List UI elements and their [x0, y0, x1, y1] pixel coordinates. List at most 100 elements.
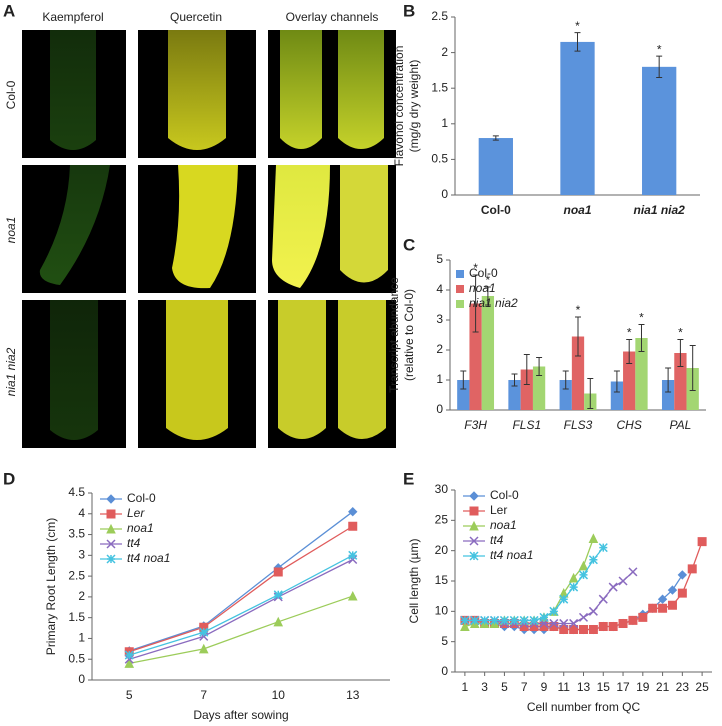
root: [278, 300, 326, 439]
panel-letter: B: [403, 1, 415, 20]
x-tick-label: 13: [346, 688, 360, 702]
marker: [658, 603, 668, 613]
significance: *: [639, 311, 644, 325]
x-tick-label: 13: [577, 680, 591, 694]
error-bar: [511, 373, 518, 387]
marker: [628, 615, 638, 625]
legend-swatch: [456, 285, 464, 293]
bar: [481, 296, 495, 410]
root: [340, 165, 388, 283]
y-tick-label: 4.5: [68, 485, 85, 499]
error-bar: [523, 354, 530, 385]
y-tick-label: 1.5: [431, 80, 448, 94]
y-tick-label: 0: [78, 672, 85, 686]
marker: [529, 615, 539, 625]
significance: *: [678, 326, 683, 340]
panel-letter: E: [403, 469, 414, 488]
marker: [273, 590, 283, 600]
line: [464, 547, 604, 622]
x-tick-label: 21: [656, 680, 670, 694]
bar: [623, 351, 636, 410]
x-tick-label: 25: [695, 680, 709, 694]
y-tick-label: 3: [436, 312, 443, 326]
legend-label: noa1: [490, 518, 517, 532]
bar: [559, 380, 572, 410]
bar: [520, 369, 533, 410]
x-tick-label: F3H: [464, 418, 487, 432]
marker: [499, 615, 509, 625]
marker: [509, 615, 519, 625]
y-tick-label: 10: [435, 604, 449, 618]
bar: [478, 138, 513, 195]
x-tick-label: PAL: [670, 418, 692, 432]
x-tick-label: 3: [481, 680, 488, 694]
bar: [560, 41, 595, 195]
panel-letter: C: [403, 235, 415, 254]
error-bar: [562, 370, 569, 390]
legend-label: Col-0: [127, 491, 156, 505]
bar: [674, 353, 687, 410]
x-tick-label: 7: [521, 680, 528, 694]
legend-label: tt4: [127, 536, 141, 550]
marker: [347, 590, 358, 601]
legend-marker: [106, 539, 116, 549]
legend-label: Ler: [490, 503, 507, 517]
y-tick-label: 2: [436, 342, 443, 356]
panel-letter: A: [3, 1, 15, 20]
marker: [648, 603, 658, 613]
marker: [569, 582, 579, 592]
marker: [638, 612, 648, 622]
x-axis-label: Days after sowing: [193, 708, 288, 722]
y-axis-label: Flavonol concentration: [392, 46, 406, 167]
marker: [559, 594, 569, 604]
marker: [124, 658, 135, 668]
bar: [508, 380, 521, 410]
x-tick-label: 1: [462, 680, 469, 694]
root: [50, 300, 98, 440]
x-tick-label: 10: [272, 688, 286, 702]
significance: *: [657, 42, 662, 56]
bar: [610, 381, 624, 410]
x-tick-label: 19: [636, 680, 650, 694]
legend-marker: [106, 523, 116, 534]
y-tick-label: 2.5: [68, 568, 85, 582]
marker: [598, 543, 608, 553]
column-header: Overlay channels: [286, 10, 379, 24]
y-tick-label: 3.5: [68, 527, 85, 541]
y-tick-label: 3: [78, 548, 85, 562]
legend-label: noa1: [469, 281, 496, 295]
marker: [608, 622, 618, 631]
micrograph-row: [22, 165, 396, 293]
x-tick-label: 15: [597, 680, 611, 694]
error-bar: [613, 370, 620, 393]
marker: [490, 615, 500, 625]
y-tick-label: 2: [78, 589, 85, 603]
line: [464, 571, 634, 625]
legend-swatch: [456, 270, 464, 278]
y-tick-label: 5: [436, 252, 443, 266]
marker: [618, 576, 628, 586]
marker: [549, 618, 559, 628]
y-tick-label: 1: [436, 372, 443, 386]
marker: [273, 567, 283, 577]
marker: [559, 618, 569, 628]
y-tick-label: 0.5: [431, 152, 448, 166]
marker: [697, 537, 707, 547]
x-tick-label: nia1 nia2: [633, 203, 685, 217]
marker: [568, 572, 579, 583]
y-tick-label: 5: [441, 634, 448, 648]
y-tick-label: 4: [78, 506, 85, 520]
legend-marker: [106, 554, 116, 564]
root: [168, 30, 226, 150]
marker: [348, 550, 358, 560]
significance: *: [486, 273, 491, 287]
legend-label: tt4 noa1: [490, 548, 533, 562]
marker: [470, 615, 480, 625]
legend-marker: [469, 506, 479, 516]
bar: [635, 338, 648, 410]
micrograph-row: [22, 30, 396, 158]
row-label: Col-0: [4, 80, 18, 109]
y-tick-label: 1: [441, 116, 448, 130]
y-axis-label: Cell length (µm): [407, 539, 421, 624]
